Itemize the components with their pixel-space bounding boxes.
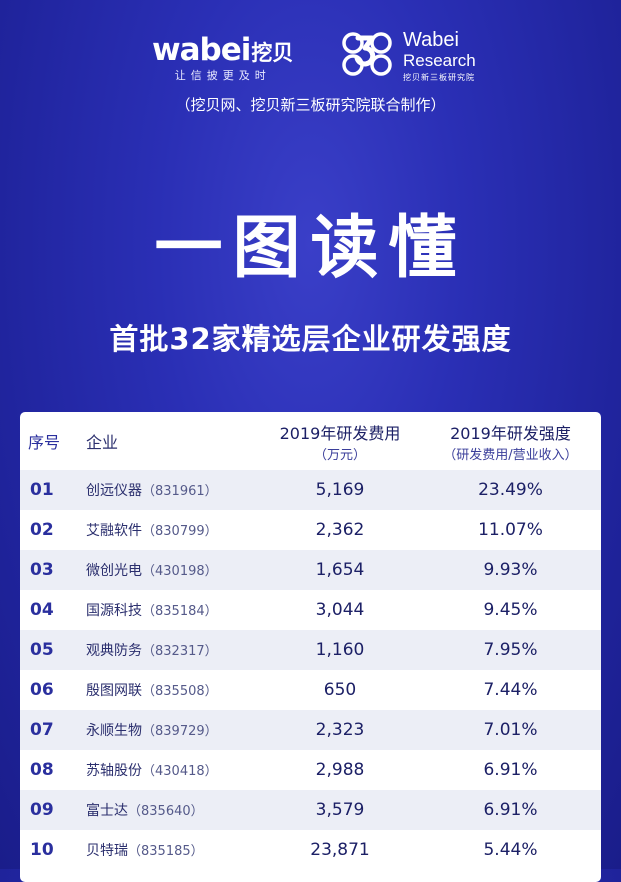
table-header-row: 序号 企业 2019年研发费用 （万元） 2019年研发强度 （研发费用/营业收… [20,412,601,470]
company-name: 殷图网联 [86,683,142,699]
company-code: （832317） [142,644,218,659]
company-code: （831961） [142,484,218,499]
company-name: 永顺生物 [86,723,142,739]
company-code: （835640） [128,804,204,819]
row-rd-intensity: 9.45% [420,590,601,630]
company-code: （839729） [142,724,218,739]
company-code: （835184） [142,604,218,619]
row-company: 观典防务（832317） [86,630,260,670]
header-company: 企业 [86,433,119,452]
row-no: 04 [20,590,86,630]
row-rd-cost: 2,988 [260,750,420,790]
row-no: 03 [20,550,86,590]
row-rd-intensity: 6.91% [420,750,601,790]
header-no: 序号 [28,433,61,452]
table-row: 10 贝特瑞（835185） 23,871 5.44% [20,830,601,870]
header-intensity-label: 2019年研发强度 [450,423,571,443]
wabei-research-wordmark: Wabei Research 挖贝新三板研究院 [403,30,476,83]
row-company: 创远仪器（831961） [86,470,260,510]
row-no: 06 [20,670,86,710]
brand-header: wabei挖贝 让信披更及时 Wabei Research 挖贝新三板研究院 [0,28,621,88]
rd-intensity-table-card: 序号 企业 2019年研发费用 （万元） 2019年研发强度 （研发费用/营业收… [20,412,601,882]
table-row: 09 富士达（835640） 3,579 6.91% [20,790,601,830]
row-rd-intensity: 11.07% [420,510,601,550]
table-row: 03 微创光电（430198） 1,654 9.93% [20,550,601,590]
row-rd-cost: 23,871 [260,830,420,870]
header-cost: 2019年研发费用 （万元） [260,412,420,470]
wabei-cn-wordmark: 挖贝 [251,41,294,65]
row-rd-intensity: 7.95% [420,630,601,670]
row-rd-cost: 3,579 [260,790,420,830]
company-code: （430198） [142,564,218,579]
row-rd-intensity: 9.93% [420,550,601,590]
wabei-wordmark: wabei [152,32,251,68]
row-company: 殷图网联（835508） [86,670,260,710]
wabei-research-3-icon [342,32,392,76]
row-rd-intensity: 7.01% [420,710,601,750]
company-name: 苏轴股份 [86,763,142,779]
table-row: 04 国源科技（835184） 3,044 9.45% [20,590,601,630]
company-code: （835508） [142,684,218,699]
row-rd-cost: 650 [260,670,420,710]
page-subtitle: 首批32家精选层企业研发强度 [109,322,512,356]
row-rd-cost: 2,362 [260,510,420,550]
company-name: 国源科技 [86,603,142,619]
company-code: （830799） [142,524,218,539]
joint-production-note: （挖贝网、挖贝新三板研究院联合制作） [175,96,446,114]
header-cost-label: 2019年研发费用 [279,423,401,443]
research-name-line1: Wabei [403,29,459,51]
page-title: 一图读懂 [154,209,467,288]
row-company: 贝特瑞（835185） [86,830,260,870]
header-intensity-note: （研发费用/营业收入） [443,447,578,463]
table-row: 02 艾融软件（830799） 2,362 11.07% [20,510,601,550]
row-no: 07 [20,710,86,750]
row-no: 01 [20,470,86,510]
row-company: 艾融软件（830799） [86,510,260,550]
row-rd-cost: 3,044 [260,590,420,630]
row-no: 02 [20,510,86,550]
row-no: 10 [20,830,86,870]
row-rd-intensity: 7.44% [420,670,601,710]
row-rd-cost: 5,169 [260,470,420,510]
row-company: 苏轴股份（430418） [86,750,260,790]
row-no: 08 [20,750,86,790]
table-row: 06 殷图网联（835508） 650 7.44% [20,670,601,710]
company-name: 富士达 [86,803,128,819]
header-cost-unit: （万元） [313,447,366,463]
row-no: 09 [20,790,86,830]
table-row: 05 观典防务（832317） 1,160 7.95% [20,630,601,670]
company-name: 艾融软件 [86,523,142,539]
company-code: （430418） [142,764,218,779]
company-name: 微创光电 [86,563,142,579]
table-row: 01 创远仪器（831961） 5,169 23.49% [20,470,601,510]
row-rd-cost: 1,160 [260,630,420,670]
rd-intensity-table: 序号 企业 2019年研发费用 （万元） 2019年研发强度 （研发费用/营业收… [20,412,601,870]
row-company: 国源科技（835184） [86,590,260,630]
row-company: 微创光电（430198） [86,550,260,590]
row-company: 永顺生物（839729） [86,710,260,750]
header-intensity: 2019年研发强度 （研发费用/营业收入） [420,412,601,470]
research-cn-name: 挖贝新三板研究院 [403,73,475,82]
research-name-line2: Research [403,51,476,70]
row-rd-cost: 2,323 [260,710,420,750]
row-rd-intensity: 5.44% [420,830,601,870]
wabei-logo: wabei挖贝 让信披更及时 [152,32,293,83]
company-code: （835185） [128,844,204,859]
company-name: 观典防务 [86,643,142,659]
row-rd-intensity: 6.91% [420,790,601,830]
row-no: 05 [20,630,86,670]
company-name: 创远仪器 [86,483,142,499]
company-name: 贝特瑞 [86,843,128,859]
table-row: 07 永顺生物（839729） 2,323 7.01% [20,710,601,750]
wabei-slogan: 让信披更及时 [174,69,271,82]
table-body: 01 创远仪器（831961） 5,169 23.49% 02 艾融软件（830799） 2… [20,470,601,870]
row-rd-cost: 1,654 [260,550,420,590]
row-rd-intensity: 23.49% [420,470,601,510]
row-company: 富士达（835640） [86,790,260,830]
table-row: 08 苏轴股份（430418） 2,988 6.91% [20,750,601,790]
